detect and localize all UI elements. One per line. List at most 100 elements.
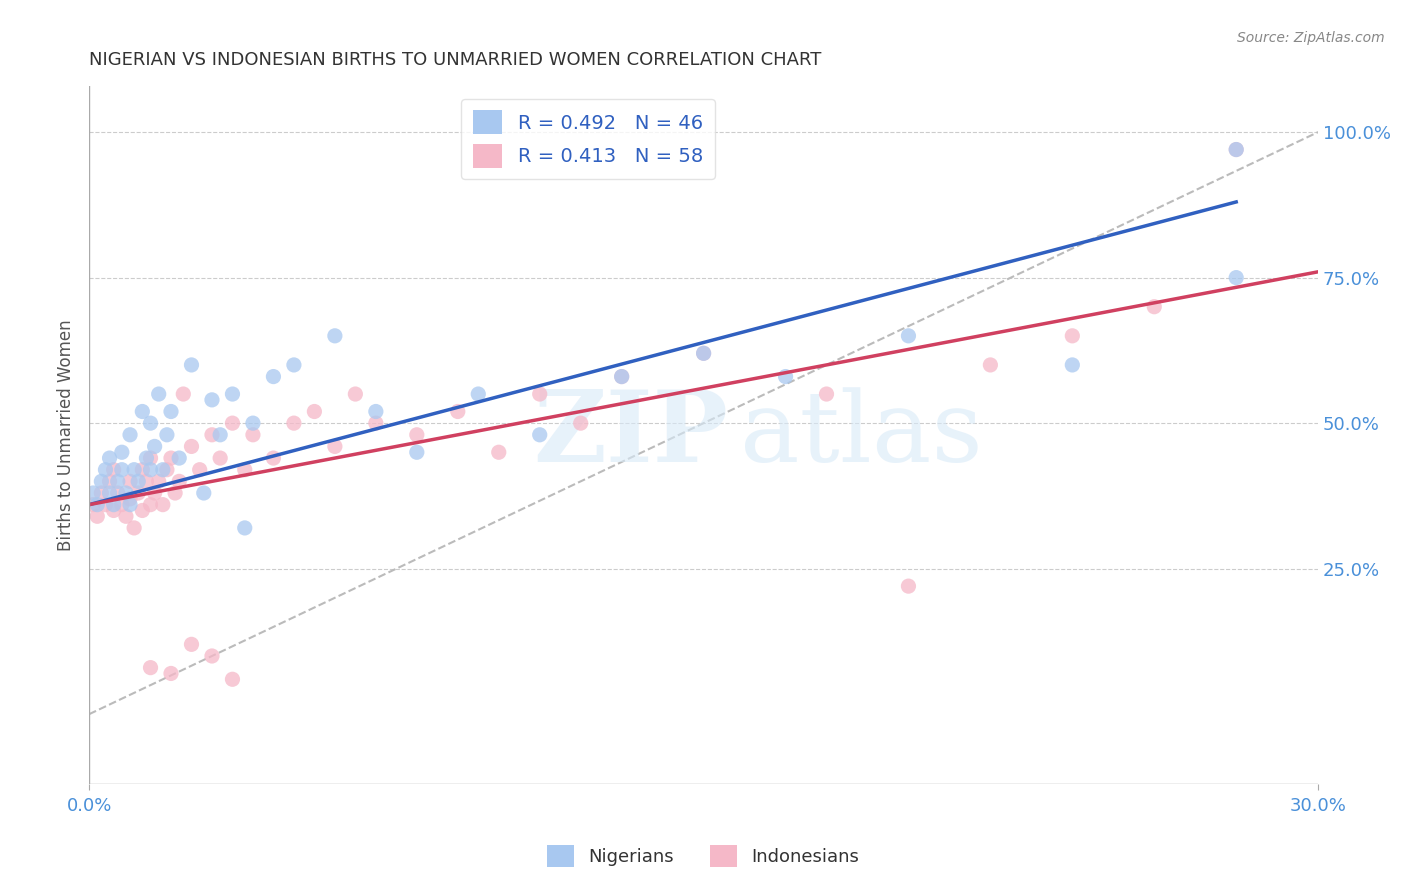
Point — [344, 387, 367, 401]
Point — [897, 328, 920, 343]
Point — [118, 475, 141, 489]
Point — [103, 463, 125, 477]
Point — [180, 358, 202, 372]
Point — [139, 498, 162, 512]
Point — [98, 451, 121, 466]
Point — [111, 463, 134, 477]
Point — [107, 475, 129, 489]
Point — [323, 439, 346, 453]
Point — [118, 498, 141, 512]
Point — [180, 439, 202, 453]
Point — [127, 475, 149, 489]
Point — [283, 358, 305, 372]
Point — [364, 404, 387, 418]
Point — [1062, 358, 1084, 372]
Point — [233, 463, 256, 477]
Point — [304, 404, 326, 418]
Point — [160, 404, 183, 418]
Point — [364, 416, 387, 430]
Text: NIGERIAN VS INDONESIAN BIRTHS TO UNMARRIED WOMEN CORRELATION CHART: NIGERIAN VS INDONESIAN BIRTHS TO UNMARRI… — [89, 51, 821, 69]
Point — [135, 451, 157, 466]
Point — [692, 346, 714, 360]
Point — [94, 498, 117, 512]
Point — [131, 404, 153, 418]
Point — [82, 486, 104, 500]
Point — [115, 509, 138, 524]
Point — [1225, 143, 1247, 157]
Point — [201, 648, 224, 663]
Point — [1225, 270, 1247, 285]
Point — [180, 637, 202, 651]
Point — [139, 463, 162, 477]
Point — [148, 387, 170, 401]
Point — [242, 416, 264, 430]
Point — [115, 486, 138, 500]
Point — [127, 486, 149, 500]
Point — [201, 427, 224, 442]
Point — [131, 463, 153, 477]
Point — [1225, 143, 1247, 157]
Point — [122, 463, 145, 477]
Point — [488, 445, 510, 459]
Point — [569, 416, 592, 430]
Point — [405, 427, 427, 442]
Point — [167, 451, 190, 466]
Point — [447, 404, 470, 418]
Point — [1143, 300, 1166, 314]
Text: atlas: atlas — [741, 387, 983, 483]
Point — [98, 475, 121, 489]
Point — [209, 451, 232, 466]
Point — [167, 475, 190, 489]
Point — [221, 416, 243, 430]
Point — [979, 358, 1001, 372]
Point — [103, 503, 125, 517]
Point — [692, 346, 714, 360]
Point — [135, 475, 157, 489]
Point — [1062, 328, 1084, 343]
Point — [143, 439, 166, 453]
Point — [221, 387, 243, 401]
Point — [152, 498, 174, 512]
Legend: R = 0.492   N = 46, R = 0.413   N = 58: R = 0.492 N = 46, R = 0.413 N = 58 — [461, 99, 714, 179]
Point — [323, 328, 346, 343]
Point — [86, 498, 108, 512]
Point — [405, 445, 427, 459]
Point — [139, 660, 162, 674]
Point — [172, 387, 194, 401]
Point — [103, 498, 125, 512]
Point — [233, 521, 256, 535]
Point — [610, 369, 633, 384]
Point — [165, 486, 187, 500]
Point — [610, 369, 633, 384]
Point — [86, 509, 108, 524]
Text: ZIP: ZIP — [533, 386, 728, 483]
Point — [143, 486, 166, 500]
Point — [188, 463, 211, 477]
Point — [118, 427, 141, 442]
Point — [221, 673, 243, 687]
Y-axis label: Births to Unmarried Women: Births to Unmarried Women — [58, 319, 75, 550]
Point — [131, 503, 153, 517]
Point — [118, 491, 141, 506]
Point — [90, 486, 112, 500]
Point — [160, 666, 183, 681]
Point — [111, 445, 134, 459]
Point — [94, 463, 117, 477]
Text: Source: ZipAtlas.com: Source: ZipAtlas.com — [1237, 31, 1385, 45]
Point — [160, 451, 183, 466]
Point — [262, 451, 284, 466]
Point — [107, 486, 129, 500]
Point — [262, 369, 284, 384]
Point — [193, 486, 215, 500]
Point — [242, 427, 264, 442]
Point — [529, 427, 551, 442]
Point — [775, 369, 797, 384]
Point — [139, 451, 162, 466]
Point — [201, 392, 224, 407]
Point — [122, 521, 145, 535]
Point — [283, 416, 305, 430]
Point — [139, 416, 162, 430]
Point — [815, 387, 838, 401]
Point — [156, 463, 179, 477]
Point — [148, 475, 170, 489]
